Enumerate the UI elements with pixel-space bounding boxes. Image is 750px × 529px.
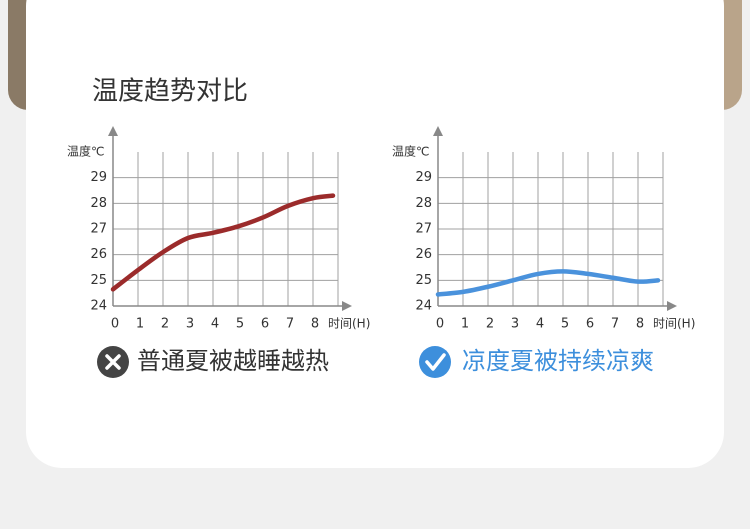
y-tick-label: 25 [415,273,432,288]
y-tick-label: 24 [90,299,107,314]
x-tick-label: 3 [186,317,194,332]
y-axis-label: 温度℃ [67,144,104,159]
y-tick-label: 28 [90,196,107,211]
y-tick-label: 24 [415,299,432,314]
x-tick-label: 8 [636,317,644,332]
x-tick-label: 7 [611,317,619,332]
y-tick-label: 27 [415,222,432,237]
x-axis-arrow [342,301,352,311]
y-axis-label: 温度℃ [392,144,429,159]
check-icon-mark [425,353,446,371]
x-tick-label: 2 [161,317,169,332]
title: 温度趋势对比 [92,77,248,107]
y-axis-arrow [108,126,118,136]
x-tick-label: 6 [586,317,594,332]
x-axis-arrow [667,301,677,311]
y-tick-label: 29 [415,170,432,185]
x-tick-label: 1 [461,317,469,332]
x-tick-label: 3 [511,317,519,332]
caption: 普通夏被越睡越热 [137,347,329,375]
x-tick-label: 5 [236,317,244,332]
y-tick-label: 27 [90,222,107,237]
check-icon [419,346,451,378]
x-tick-label: 8 [311,317,319,332]
x-tick-label: 0 [436,317,444,332]
data-line [435,269,661,297]
cross-icon-mark [105,354,121,370]
x-tick-label: 1 [136,317,144,332]
x-tick-label: 5 [561,317,569,332]
y-axis-arrow [433,126,443,136]
x-tick-label: 6 [261,317,269,332]
data-line [110,193,336,292]
x-tick-label: 0 [111,317,119,332]
x-axis-label: 时间(H) [653,317,695,331]
x-tick-label: 4 [211,317,219,332]
caption: 凉度夏被持续凉爽 [462,347,654,375]
x-tick-label: 4 [536,317,544,332]
y-tick-label: 28 [415,196,432,211]
x-tick-label: 7 [286,317,294,332]
x-tick-label: 2 [486,317,494,332]
y-tick-label: 29 [90,170,107,185]
y-tick-label: 26 [90,247,107,262]
y-tick-label: 26 [415,247,432,262]
y-tick-label: 25 [90,273,107,288]
x-axis-label: 时间(H) [328,317,370,331]
card [26,0,724,468]
